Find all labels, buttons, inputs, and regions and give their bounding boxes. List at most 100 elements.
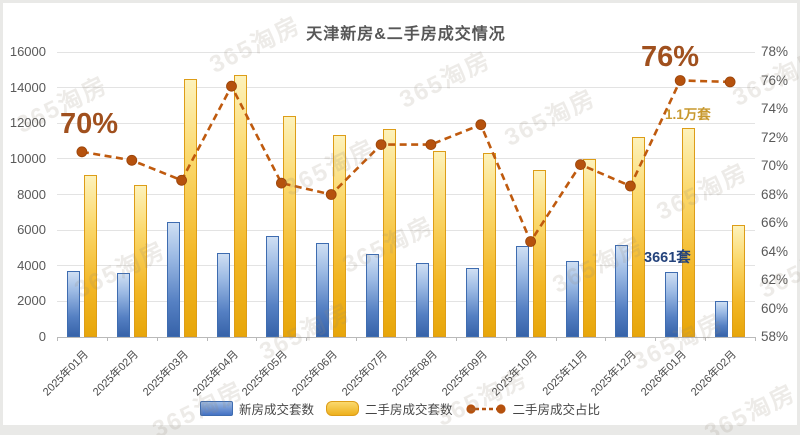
gridline xyxy=(57,194,755,195)
legend-swatch-second-hand-icon xyxy=(325,401,359,416)
x-axis: 2025年01月 2025年02月 2025年03月 2025年04月 2025年05月… xyxy=(41,337,756,399)
gridline xyxy=(57,87,755,89)
bar-new-home xyxy=(515,246,529,337)
ratio-point xyxy=(375,139,387,150)
left-axis: 16000 14000 12000 10000 8000 6000 4000 2000 0 xyxy=(0,44,50,344)
bar-new-home xyxy=(116,272,130,337)
x-axis-tick xyxy=(356,337,358,341)
y-axis-tick-label: 14000 xyxy=(9,79,46,95)
bar-new-home xyxy=(565,261,579,337)
gridline xyxy=(57,265,755,267)
y2-axis-tick-label: 58% xyxy=(761,329,789,344)
y-axis-tick-label: 0 xyxy=(38,329,46,344)
bar-new-home xyxy=(66,271,80,337)
ratio-point xyxy=(176,174,187,186)
bar-new-home xyxy=(465,268,479,337)
x-axis-tick xyxy=(106,337,108,341)
x-axis-tick xyxy=(406,337,407,341)
x-axis-tick xyxy=(605,337,607,341)
plot-area xyxy=(57,51,755,338)
gridline xyxy=(57,51,755,53)
legend-label-second-hand: 二手房成交套数 xyxy=(364,403,453,417)
y-axis-tick-label: 8000 xyxy=(17,186,46,202)
bar-second-hand xyxy=(183,78,197,337)
bar-new-home xyxy=(715,301,729,337)
legend-item-ratio: 二手房成交占比 xyxy=(465,399,601,418)
ratio-point xyxy=(76,146,88,158)
legend-swatch-new-home-icon xyxy=(199,401,233,416)
y-axis-tick-label: 16000 xyxy=(9,44,46,59)
y-axis-tick-label: 4000 xyxy=(17,257,46,273)
x-axis-tick xyxy=(156,337,158,341)
bar-second-hand xyxy=(133,184,147,337)
ratio-point xyxy=(226,80,237,92)
bar-second-hand xyxy=(333,134,347,337)
ratio-point xyxy=(625,180,636,192)
x-axis-tick xyxy=(655,337,657,341)
bar-new-home xyxy=(266,236,280,337)
x-axis-tick xyxy=(206,337,208,341)
x-axis-tick xyxy=(455,337,457,341)
bar-second-hand xyxy=(482,152,496,337)
ratio-point xyxy=(126,154,138,166)
annotation-secondhand-latest: 1.1万套 xyxy=(665,107,711,122)
y2-axis-tick-label: 76% xyxy=(761,72,789,88)
chart-title: 天津新房&二手房成交情况 xyxy=(306,26,506,43)
y-axis-tick-label: 10000 xyxy=(9,150,46,166)
right-axis: 78% 76% 74% 72% 70% 68% 66% 64% 62% 60% 58% xyxy=(761,44,800,344)
y2-axis-tick-label: 70% xyxy=(761,158,789,173)
bar-second-hand xyxy=(682,127,696,337)
legend-dashed-line-marker-icon xyxy=(465,403,506,414)
y2-axis-tick-label: 78% xyxy=(761,44,789,59)
legend-label-new-home: 新房成交套数 xyxy=(238,403,314,417)
gridline xyxy=(57,122,755,124)
y2-axis-tick-label: 74% xyxy=(761,101,789,116)
y2-axis-tick-label: 68% xyxy=(761,186,789,202)
legend-item-new-home: 新房成交套数 xyxy=(199,399,314,418)
y2-axis-tick-label: 72% xyxy=(761,129,789,145)
ratio-point xyxy=(325,189,337,200)
bar-second-hand xyxy=(732,224,746,337)
annotation-peak-percent: 76% xyxy=(641,41,700,73)
ratio-point xyxy=(475,119,487,131)
bar-second-hand xyxy=(383,128,397,337)
bar-second-hand xyxy=(582,158,596,337)
legend: 新房成交套数 二手房成交套数 二手房成交占比 xyxy=(0,399,800,418)
gridline xyxy=(57,229,755,231)
legend-label-ratio: 二手房成交占比 xyxy=(512,403,601,417)
bar-second-hand xyxy=(283,116,297,337)
ratio-line xyxy=(76,75,736,247)
bar-second-hand xyxy=(532,170,546,337)
x-axis-tick xyxy=(57,337,58,341)
bar-new-home xyxy=(316,242,330,337)
bar-new-home xyxy=(415,263,429,337)
x-axis-tick xyxy=(555,337,557,341)
bar-new-home xyxy=(216,253,230,337)
x-axis-tick xyxy=(755,337,756,341)
ratio-point xyxy=(425,139,437,150)
legend-item-second-hand: 二手房成交套数 xyxy=(325,399,453,418)
y-axis-tick-label: 12000 xyxy=(9,115,46,131)
bar-second-hand xyxy=(83,174,97,337)
x-axis-tick xyxy=(306,337,308,341)
x-axis-tick xyxy=(705,337,707,341)
bar-new-home xyxy=(615,245,629,337)
gridline xyxy=(57,158,755,160)
x-axis-tick xyxy=(505,337,507,341)
y-axis-tick-label: 2000 xyxy=(17,293,46,309)
annotation-newhome-latest: 3661套 xyxy=(644,250,691,266)
bar-second-hand xyxy=(233,75,247,337)
annotation-start-percent: 70% xyxy=(60,108,119,140)
ratio-point xyxy=(575,159,586,170)
ratio-point xyxy=(674,75,686,86)
ratio-point xyxy=(275,177,287,189)
y2-axis-tick-label: 66% xyxy=(761,215,789,230)
gridline xyxy=(57,300,755,302)
y2-axis-tick-label: 64% xyxy=(761,243,789,259)
ratio-point xyxy=(724,76,736,88)
ratio-point xyxy=(525,236,537,247)
y-axis-tick-label: 6000 xyxy=(17,222,46,238)
y2-axis-tick-label: 60% xyxy=(761,300,789,316)
x-axis-tick xyxy=(256,337,258,341)
